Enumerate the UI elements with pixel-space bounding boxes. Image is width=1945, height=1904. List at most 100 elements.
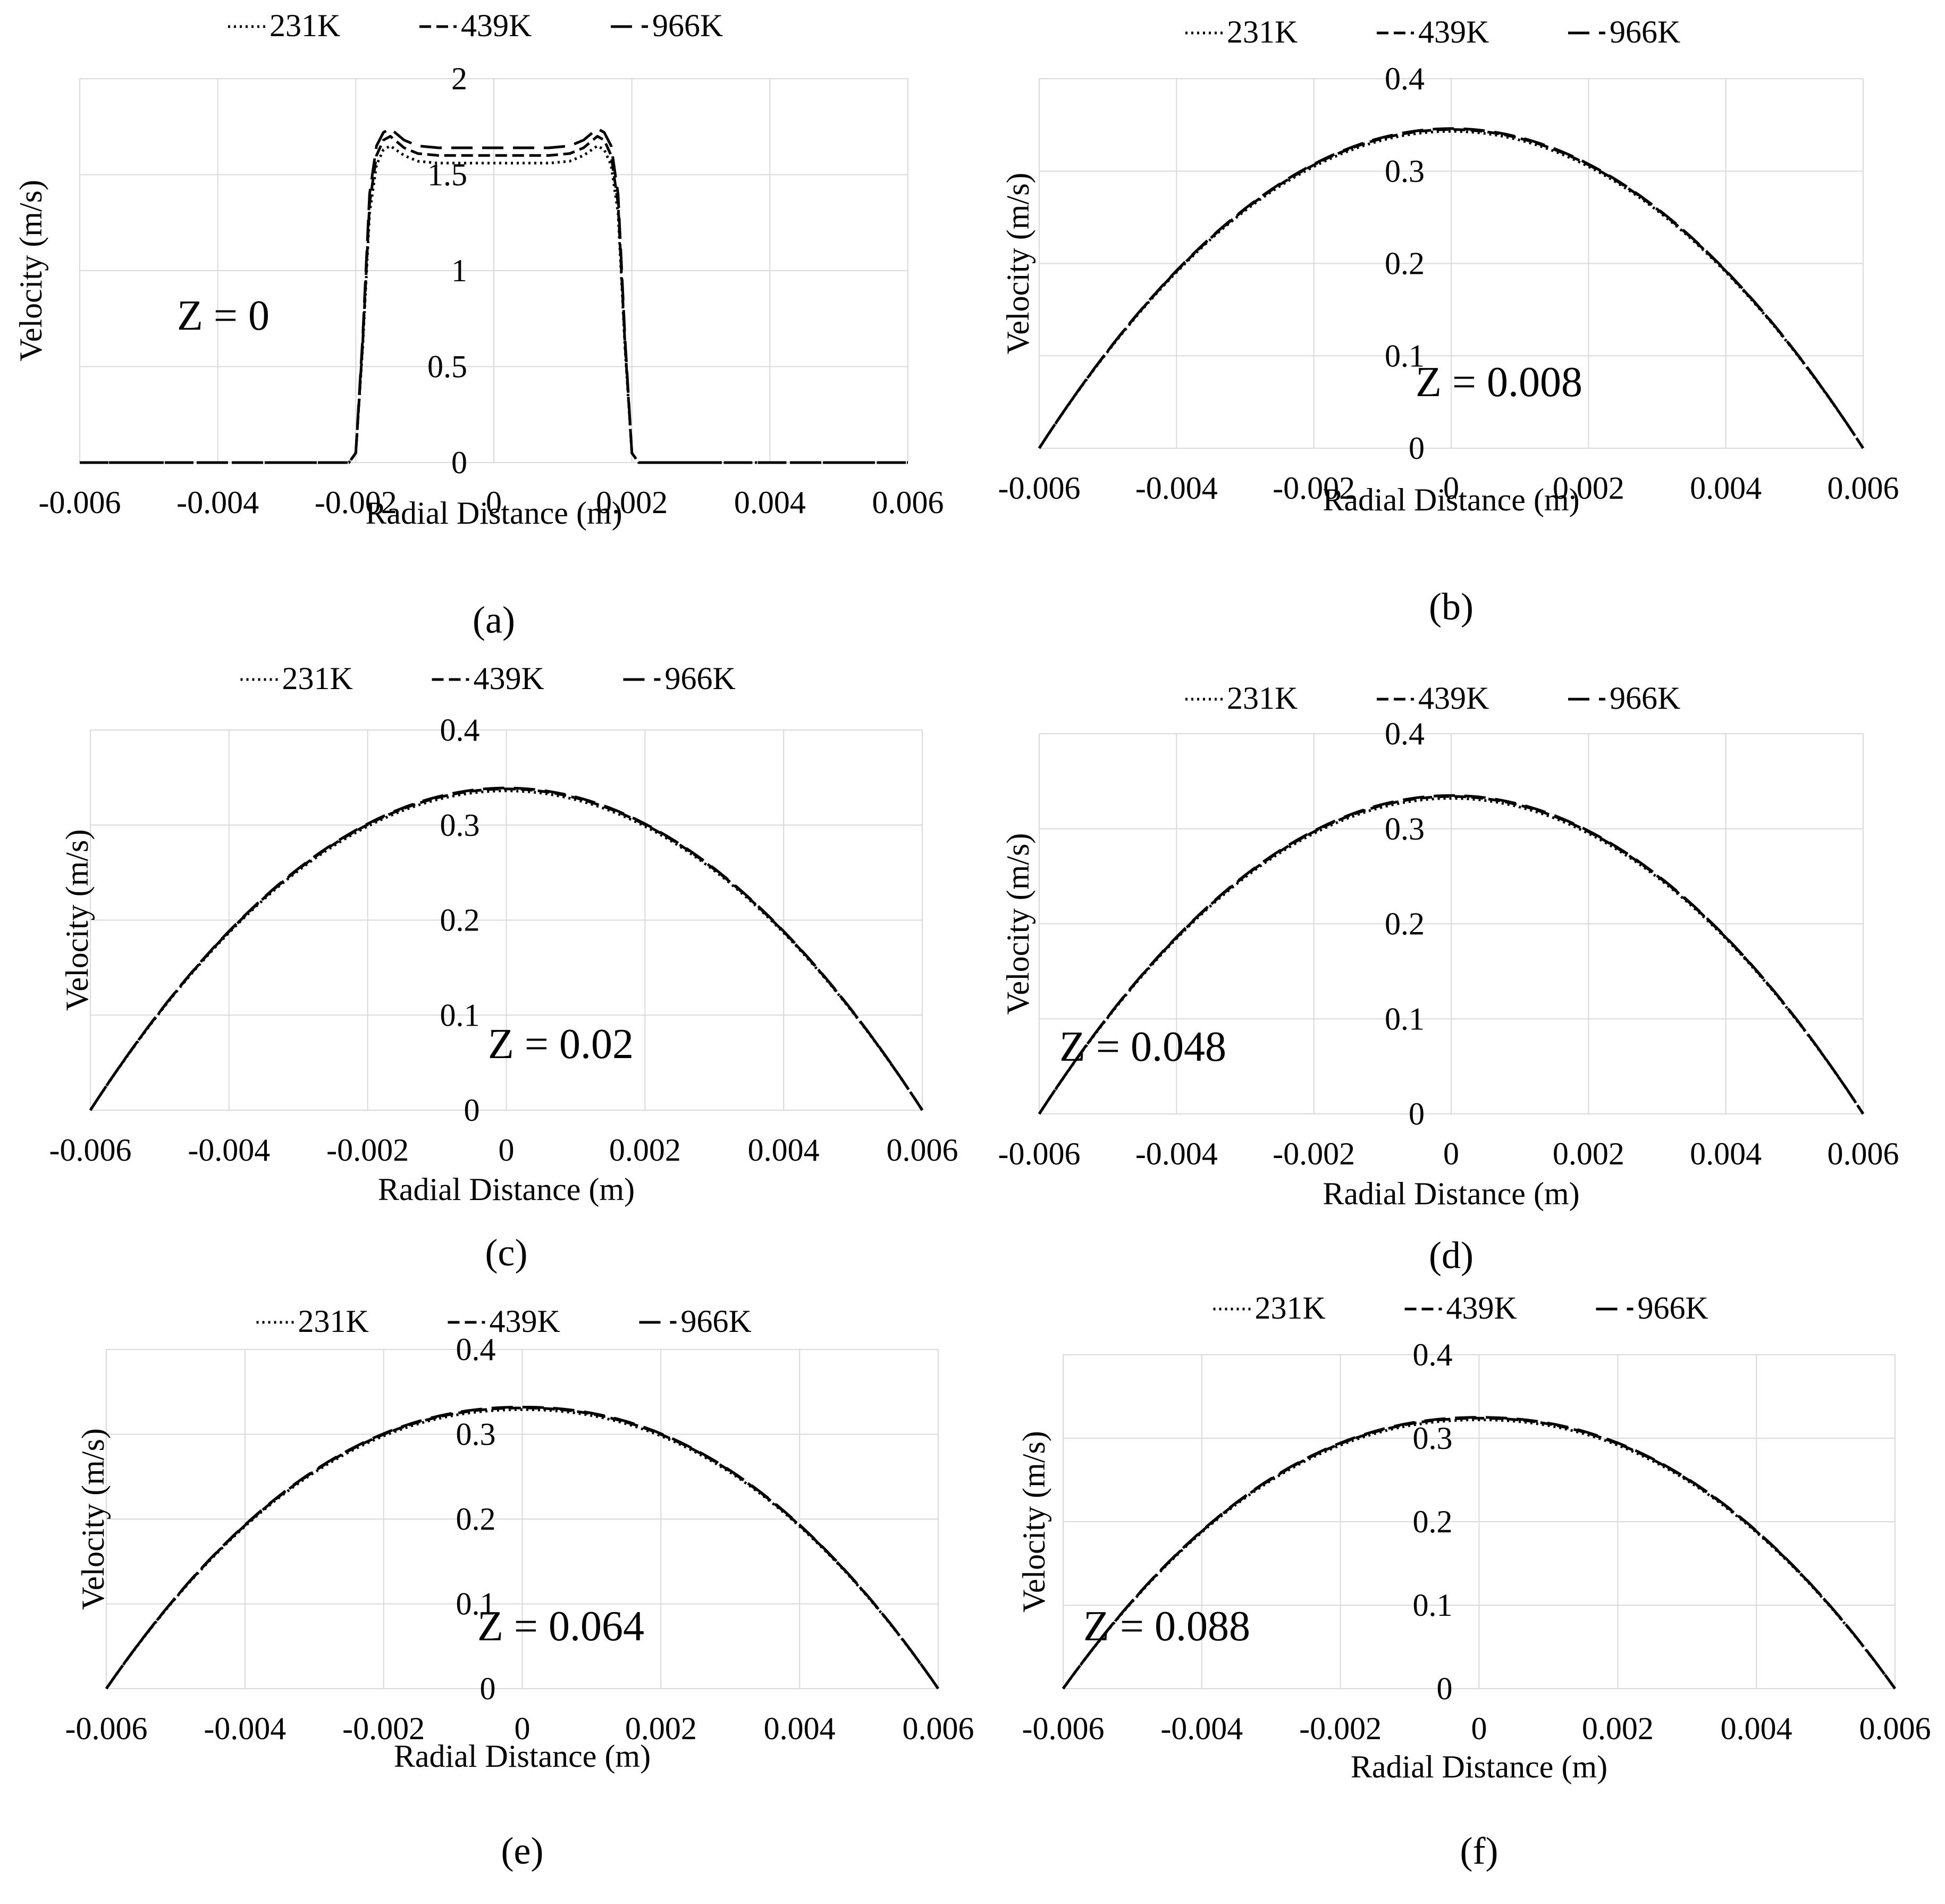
y-tick-label: 0.2 bbox=[1413, 1504, 1453, 1539]
y-tick-label: 2 bbox=[451, 61, 467, 96]
legend-label-439K: 439K bbox=[461, 8, 532, 43]
legend-label-439K: 439K bbox=[1446, 1290, 1517, 1326]
y-axis-title: Velocity (m/s) bbox=[60, 829, 95, 1011]
z-annotation: Z = 0.02 bbox=[488, 1021, 634, 1068]
x-tick-label: -0.006 bbox=[49, 1133, 132, 1168]
y-tick-label: 0.4 bbox=[1413, 1337, 1453, 1372]
x-tick-label: 0.002 bbox=[1553, 471, 1624, 506]
y-tick-label: 0.2 bbox=[1385, 246, 1425, 281]
y-tick-label: 0.3 bbox=[1385, 811, 1425, 846]
panel-caption: (e) bbox=[501, 1830, 544, 1872]
legend-label-966K: 966K bbox=[652, 8, 723, 43]
x-tick-label: -0.004 bbox=[1160, 1711, 1243, 1746]
y-axis-title: Velocity (m/s) bbox=[75, 1428, 111, 1610]
y-tick-label: 0.1 bbox=[1385, 338, 1425, 373]
x-tick-label: 0.006 bbox=[1828, 471, 1899, 506]
x-axis-title: Radial Distance (m) bbox=[1351, 1749, 1607, 1784]
y-axis-title: Velocity (m/s) bbox=[13, 180, 48, 362]
x-tick-label: -0.006 bbox=[998, 471, 1081, 506]
x-tick-label: 0.006 bbox=[887, 1133, 958, 1168]
panel-d: 0 0.1 0.2 0.3 0.4 -0.006 -0.004 -0.002 0 0.002 0.0… bbox=[998, 681, 1899, 1277]
x-axis-title: Radial Distance (m) bbox=[1323, 1176, 1579, 1211]
y-tick-label: 0.1 bbox=[1385, 1001, 1425, 1036]
x-tick-label: -0.006 bbox=[998, 1136, 1081, 1171]
y-tick-label: 0.2 bbox=[440, 903, 480, 938]
y-tick-label: 0.2 bbox=[1385, 907, 1425, 942]
x-tick-label: 0 bbox=[486, 485, 502, 520]
series-line-966K bbox=[1038, 127, 1865, 449]
x-tick-label: 0.002 bbox=[625, 1711, 697, 1746]
x-tick-label: 0 bbox=[1443, 1136, 1459, 1171]
z-annotation: Z = 0 bbox=[177, 292, 270, 339]
x-tick-label: 0.002 bbox=[609, 1133, 681, 1168]
x-tick-label: -0.004 bbox=[188, 1133, 270, 1168]
y-tick-label: 0.1 bbox=[456, 1587, 496, 1622]
x-tick-label: 0.006 bbox=[872, 485, 944, 520]
panel-caption: (a) bbox=[473, 599, 515, 641]
x-tick-label: -0.004 bbox=[1135, 471, 1218, 506]
y-tick-label: 0.3 bbox=[1385, 154, 1425, 189]
legend-label-966K: 966K bbox=[1638, 1290, 1708, 1326]
z-annotation: Z = 0.048 bbox=[1059, 1024, 1226, 1070]
y-tick-label: 0.2 bbox=[456, 1502, 496, 1537]
y-tick-label: 0 bbox=[1437, 1671, 1453, 1706]
legend-label-231K: 231K bbox=[1227, 681, 1298, 716]
legend-label-439K: 439K bbox=[490, 1304, 560, 1339]
y-tick-label: 1 bbox=[451, 253, 467, 288]
panel-f: 0 0.1 0.2 0.3 0.4 -0.006 -0.004 -0.002 0 0.002 0.0… bbox=[1016, 1290, 1931, 1872]
y-tick-label: 0 bbox=[1409, 1096, 1425, 1131]
y-tick-label: 0.5 bbox=[427, 349, 467, 384]
x-axis-title: Radial Distance (m) bbox=[1323, 482, 1579, 517]
y-tick-label: 0.3 bbox=[440, 808, 480, 843]
x-tick-label: 0.002 bbox=[1582, 1711, 1654, 1746]
x-tick-label: 0 bbox=[1471, 1711, 1487, 1746]
panel-caption: (c) bbox=[485, 1231, 528, 1274]
x-tick-label: 0.006 bbox=[903, 1711, 974, 1746]
series-line-966K bbox=[1038, 794, 1865, 1115]
legend-label-231K: 231K bbox=[1255, 1290, 1326, 1326]
series-line-231K bbox=[1062, 1419, 1897, 1690]
x-tick-label: 0.004 bbox=[1690, 1136, 1762, 1171]
x-tick-label: 0.006 bbox=[1859, 1711, 1931, 1746]
x-tick-label: 0.004 bbox=[764, 1711, 836, 1746]
legend-label-231K: 231K bbox=[270, 8, 340, 43]
series-line-966K bbox=[80, 127, 908, 464]
x-tick-label: 0 bbox=[515, 1711, 531, 1746]
legend-label-966K: 966K bbox=[1610, 14, 1680, 49]
x-tick-label: -0.004 bbox=[1135, 1136, 1218, 1171]
series-line-439K bbox=[1062, 1416, 1897, 1690]
x-tick-label: -0.002 bbox=[1299, 1711, 1382, 1746]
x-tick-label: -0.004 bbox=[176, 485, 259, 520]
legend-label-966K: 966K bbox=[665, 661, 736, 696]
y-axis-title: Velocity (m/s) bbox=[1000, 173, 1035, 355]
y-axis-title: Velocity (m/s) bbox=[1000, 833, 1035, 1015]
x-tick-label: 0 bbox=[1443, 471, 1459, 506]
y-tick-label: 0 bbox=[1409, 431, 1425, 466]
y-tick-label: 0.4 bbox=[456, 1332, 496, 1367]
y-tick-label: 0 bbox=[451, 445, 467, 480]
x-tick-label: -0.002 bbox=[1273, 1136, 1355, 1171]
y-tick-label: 0.3 bbox=[1413, 1421, 1453, 1456]
x-tick-label: -0.002 bbox=[1273, 471, 1355, 506]
x-tick-label: -0.006 bbox=[39, 485, 121, 520]
series-line-439K bbox=[105, 1406, 940, 1690]
legend-label-439K: 439K bbox=[1418, 14, 1489, 49]
legend-label-966K: 966K bbox=[1610, 681, 1680, 716]
x-tick-label: 0 bbox=[499, 1133, 515, 1168]
y-axis-title: Velocity (m/s) bbox=[1016, 1431, 1051, 1613]
legend-label-231K: 231K bbox=[282, 661, 353, 696]
x-tick-label: 0.004 bbox=[1690, 471, 1762, 506]
y-tick-label: 0.4 bbox=[1385, 61, 1425, 96]
panel-b: 0 0.1 0.2 0.3 0.4 -0.006 -0.004 -0.002 0 0.002 0.0… bbox=[998, 14, 1899, 628]
panel-caption: (d) bbox=[1429, 1234, 1474, 1277]
x-axis-title: Radial Distance (m) bbox=[378, 1172, 635, 1207]
panel-a: 00.511.52-0.006 -0.004 -0.002 0 0.002 0.004 0.… bbox=[13, 8, 944, 641]
z-annotation: Z = 0.008 bbox=[1416, 359, 1582, 406]
x-tick-label: -0.002 bbox=[342, 1711, 425, 1746]
x-tick-label: 0.006 bbox=[1828, 1136, 1899, 1171]
legend-label-439K: 439K bbox=[474, 661, 544, 696]
z-annotation: Z = 0.064 bbox=[477, 1603, 644, 1650]
series-line-966K bbox=[89, 786, 924, 1111]
y-tick-label: 0.1 bbox=[440, 997, 480, 1033]
